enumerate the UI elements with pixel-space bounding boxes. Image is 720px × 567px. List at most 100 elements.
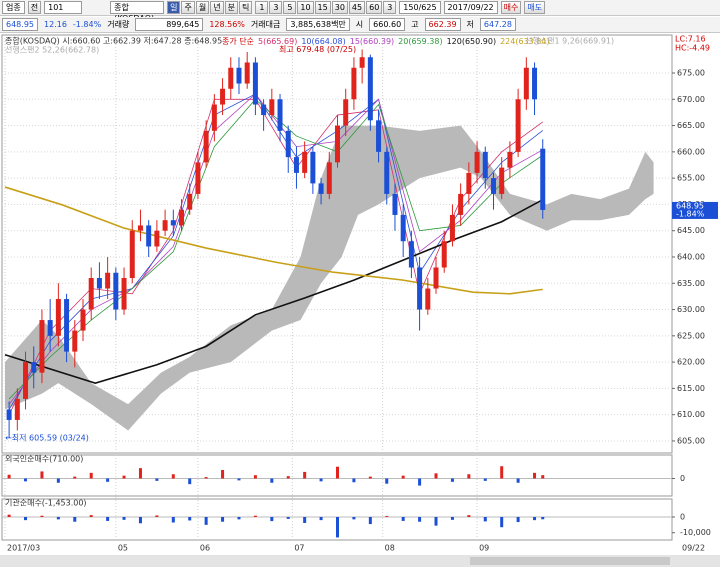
bar xyxy=(434,473,438,479)
candle-body xyxy=(523,67,529,100)
candle-body xyxy=(384,151,390,194)
bar xyxy=(483,517,487,522)
market-select[interactable]: 업종 xyxy=(2,1,25,14)
period-button[interactable]: 년 xyxy=(210,1,224,14)
interval-button[interactable]: 3 xyxy=(269,1,283,14)
interval-button[interactable]: 10 xyxy=(297,1,314,14)
index-name: 종합(KOSDAQ) xyxy=(110,1,165,23)
period-button[interactable]: 일 xyxy=(167,1,181,14)
high-annotation: 최고 679.48 (07/25) xyxy=(279,44,356,54)
interval-button[interactable]: 1 xyxy=(255,1,269,14)
y-tick-label: 655.00 xyxy=(677,174,705,183)
candle-body xyxy=(220,88,226,105)
institution-panel xyxy=(1,498,673,541)
candle-body xyxy=(105,272,111,289)
bar xyxy=(286,517,290,519)
y-tick-label: 635.00 xyxy=(677,279,705,288)
bar xyxy=(336,466,339,479)
candle-body xyxy=(310,151,316,184)
bar xyxy=(188,478,192,485)
candle-body xyxy=(261,104,267,116)
bar xyxy=(56,517,60,520)
ma-line xyxy=(4,186,543,295)
bar xyxy=(401,475,405,479)
bar xyxy=(188,517,192,521)
candle-body xyxy=(162,220,168,231)
interval-button[interactable]: 30 xyxy=(331,1,348,14)
y-tick-label: 610.00 xyxy=(677,410,705,419)
period-button[interactable]: 분 xyxy=(224,1,238,14)
period-button[interactable]: 틱 xyxy=(238,1,253,14)
bar xyxy=(106,478,110,482)
interval-button[interactable]: 15 xyxy=(314,1,331,14)
scroll-thumb[interactable] xyxy=(470,557,670,565)
y-tick-label: 605.00 xyxy=(677,436,705,445)
candle-body xyxy=(285,130,291,158)
end-date-label: 09/22 xyxy=(682,544,705,553)
sell-button[interactable]: 매도 xyxy=(524,1,546,14)
amount: 3,885,638백만 xyxy=(286,18,350,31)
candle-body xyxy=(376,120,382,152)
low-annotation: ←최저 605.59 (03/24) xyxy=(5,432,89,442)
candle-body xyxy=(326,162,332,194)
buy-button[interactable]: 매수 xyxy=(500,1,522,14)
x-tick-label: 07 xyxy=(294,544,304,553)
candle-body xyxy=(499,167,505,194)
bar xyxy=(434,517,438,526)
interval-button[interactable]: 5 xyxy=(283,1,297,14)
candle-body xyxy=(96,278,102,289)
bar xyxy=(122,517,126,520)
bar xyxy=(418,478,422,486)
y-tick-label: 620.00 xyxy=(677,358,705,367)
candle-body xyxy=(466,172,472,194)
x-tick-label: 09 xyxy=(479,544,489,553)
bar xyxy=(204,517,208,525)
candle-body xyxy=(203,130,209,163)
candle-body xyxy=(195,162,201,194)
bar xyxy=(171,517,175,523)
count: 150/625 xyxy=(399,1,441,14)
y-tick-label: 670.00 xyxy=(677,95,705,104)
y-tick-label: 660.00 xyxy=(677,147,705,156)
open-label: 시 xyxy=(355,20,364,29)
candle-body xyxy=(121,278,127,310)
y-tick-label: 615.00 xyxy=(677,384,705,393)
legend-entry: 224(633.84) xyxy=(500,37,550,46)
bar xyxy=(56,478,60,483)
period-button[interactable]: 월 xyxy=(195,1,210,14)
candle-body xyxy=(532,67,538,100)
interval-button[interactable]: 3 xyxy=(383,1,397,14)
bar xyxy=(385,478,389,484)
bar xyxy=(401,517,405,521)
mode-button[interactable]: 전 xyxy=(27,1,42,14)
bar xyxy=(352,478,356,483)
change: 12.16 xyxy=(44,20,67,29)
volume: 899,645 xyxy=(135,18,204,31)
panel-title: 기관순매수(-1,453.00) xyxy=(5,498,87,508)
x-tick-label: 06 xyxy=(200,544,210,553)
bar xyxy=(155,478,159,481)
candle-body xyxy=(318,183,324,194)
code-input[interactable]: 101 xyxy=(44,1,83,14)
y-tick-label: -10,000 xyxy=(680,528,711,537)
candle-body xyxy=(211,104,217,131)
candle-body xyxy=(154,230,160,247)
candle-body xyxy=(146,225,152,247)
interval-button[interactable]: 60 xyxy=(366,1,383,14)
candle-body xyxy=(474,151,480,173)
candle-body xyxy=(88,278,94,310)
bar xyxy=(138,517,142,524)
interval-button[interactable]: 45 xyxy=(348,1,366,14)
date-input[interactable]: 2017/09/22 xyxy=(443,1,498,14)
bar xyxy=(450,517,454,520)
bar xyxy=(89,515,93,517)
candle-body xyxy=(515,99,521,152)
span1-label: 선행스팬1 9,26(669.91) xyxy=(525,36,614,46)
bar xyxy=(237,478,241,481)
volume-label: 거래량 xyxy=(107,20,130,29)
candle-body xyxy=(23,362,29,399)
y-tick-label: 625.00 xyxy=(677,331,705,340)
bar xyxy=(533,517,537,521)
period-button[interactable]: 주 xyxy=(181,1,195,14)
